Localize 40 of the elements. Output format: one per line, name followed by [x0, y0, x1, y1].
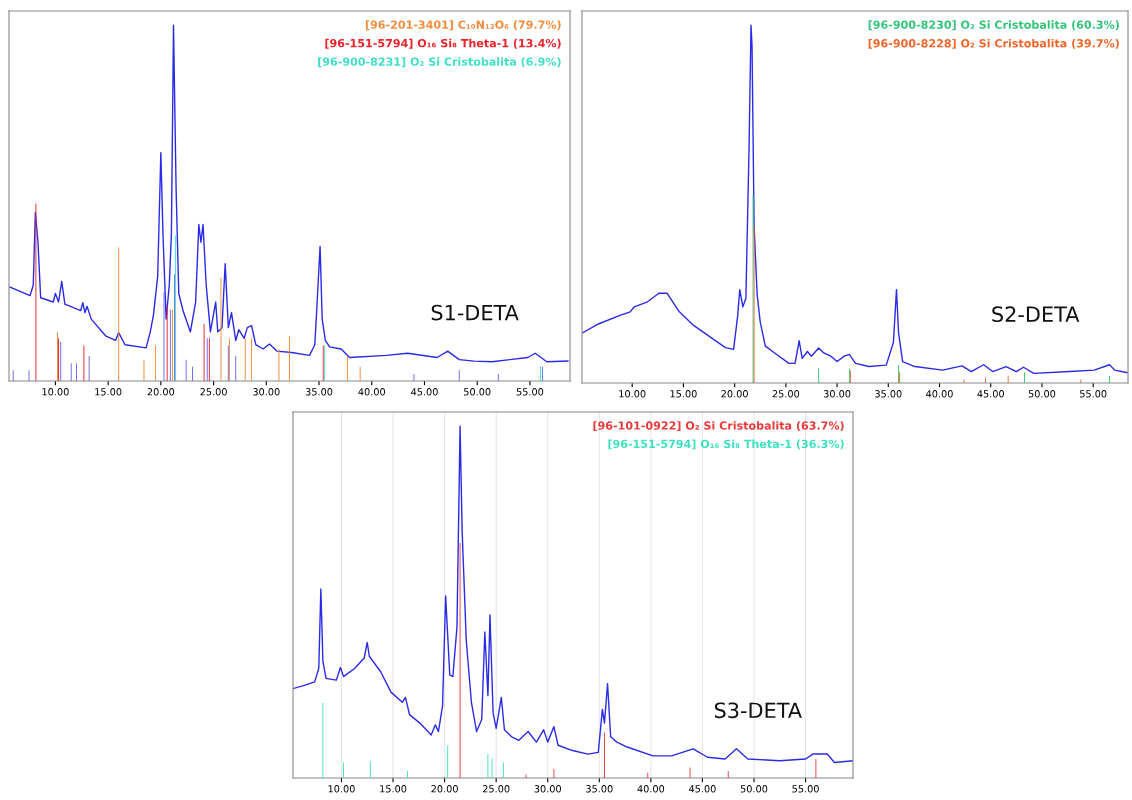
x-tick-label: 20.00	[431, 785, 458, 793]
x-tick-label: 40.00	[926, 390, 953, 398]
text: [96-900-8230] O₂ Si Cristobalita (60.3%)	[868, 20, 1119, 31]
x-tick-label: 30.00	[823, 390, 851, 398]
x-tick-label: 20.00	[147, 388, 175, 396]
x-tick-label: 25.00	[200, 388, 227, 396]
x-tick-label: 15.00	[380, 785, 407, 793]
annotation: S1-DETA	[431, 304, 519, 321]
x-tick-label: 40.00	[637, 785, 665, 793]
text: [96-151-5794] O₁₆ Si₈ Theta-1 (13.4%)	[325, 38, 561, 49]
x-tick-label: 10.00	[328, 785, 355, 793]
annotation: S2-DETA	[992, 306, 1080, 323]
x-tick-label: 10.00	[619, 390, 646, 398]
x-tick-label: 45.00	[688, 785, 716, 793]
text: [96-900-8231] O₂ Si Cristobalita (6.9%)	[318, 57, 561, 68]
x-tick-label: 45.00	[977, 390, 1004, 398]
x-tick-label: 50.00	[740, 785, 768, 793]
x-tick-label: 50.00	[464, 388, 491, 396]
text: [96-101-0922] O₂ Si Cristobalita (63.7%)	[593, 421, 844, 432]
x-tick-label: 15.00	[95, 388, 122, 396]
x-tick-label: 35.00	[305, 388, 333, 396]
x-tick-label: 30.00	[534, 785, 561, 793]
x-tick-label: 35.00	[875, 390, 902, 398]
x-tick-label: 25.00	[772, 390, 800, 398]
text: [96-900-8228] O₂ Si Cristobalita (39.7%)	[868, 38, 1119, 49]
x-tick-label: 55.00	[1080, 390, 1107, 398]
annotation: S3-DETA	[714, 702, 802, 719]
x-tick-label: 25.00	[482, 785, 510, 793]
x-tick-label: 15.00	[670, 390, 697, 398]
x-tick-label: 50.00	[1028, 390, 1056, 398]
text: [96-151-5794] O₁₆ Si₈ Theta-1 (36.3%)	[608, 439, 844, 450]
x-tick-label: 40.00	[358, 388, 386, 396]
x-tick-label: 55.00	[792, 785, 819, 793]
x-tick-label: 35.00	[586, 785, 613, 793]
x-tick-label: 55.00	[516, 388, 544, 396]
text: [96-201-3401] C₁₀N₁₂O₆ (79.7%)	[365, 20, 561, 31]
x-tick-label: 45.00	[411, 388, 438, 396]
x-tick-label: 20.00	[721, 390, 748, 398]
x-tick-label: 10.00	[42, 388, 69, 396]
x-tick-label: 30.00	[253, 388, 280, 396]
